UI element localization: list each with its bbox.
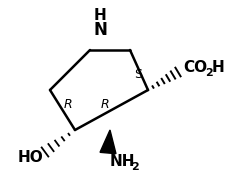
- Text: H: H: [212, 61, 225, 75]
- Text: H: H: [94, 8, 106, 23]
- Polygon shape: [100, 130, 116, 154]
- Text: R: R: [101, 99, 109, 111]
- Text: S: S: [134, 68, 142, 82]
- Text: 2: 2: [205, 68, 213, 78]
- Text: 2: 2: [131, 162, 139, 172]
- Text: NH: NH: [110, 155, 136, 170]
- Text: HO: HO: [18, 150, 44, 166]
- Text: CO: CO: [183, 61, 207, 75]
- Text: R: R: [64, 99, 72, 111]
- Text: N: N: [93, 21, 107, 39]
